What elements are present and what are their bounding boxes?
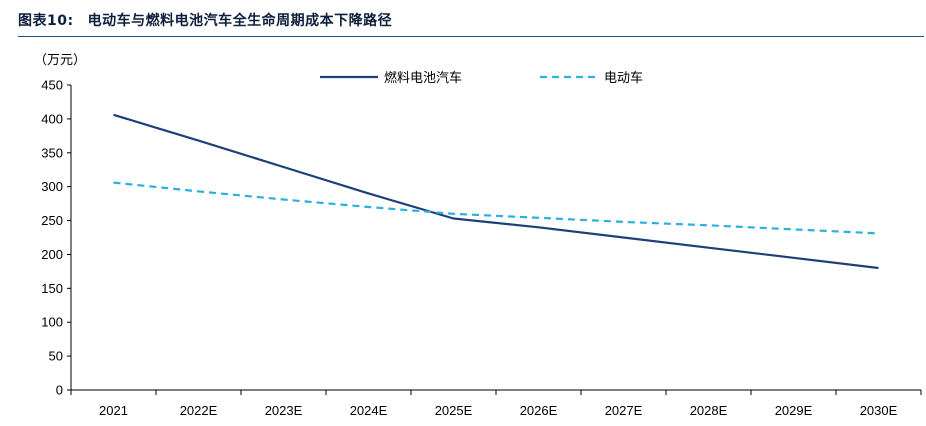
- x-tick-label: 2030E: [860, 403, 898, 418]
- y-tick-label: 50: [49, 349, 63, 364]
- x-tick-label: 2025E: [435, 403, 473, 418]
- y-unit-label: （万元）: [34, 53, 86, 68]
- y-tick-label: 250: [41, 213, 63, 228]
- y-tick-label: 100: [41, 315, 63, 330]
- x-tick-label: 2027E: [605, 403, 643, 418]
- series-line-1: [113, 113, 879, 270]
- figure-number: 图表10:: [18, 13, 74, 29]
- legend-label: 电动车: [604, 70, 643, 86]
- x-tick-label: 2023E: [265, 403, 303, 418]
- x-tick-label: 2028E: [690, 403, 728, 418]
- series-lines: [113, 113, 879, 270]
- y-axis: 0 50 100 150 200 250 300 350 400 450: [41, 78, 72, 398]
- series-line-2: [113, 181, 879, 235]
- x-tick-label: 2021: [99, 403, 128, 418]
- y-tick-label: 350: [41, 145, 63, 160]
- x-tick-label: 2024E: [350, 403, 388, 418]
- title-divider: [18, 36, 924, 37]
- x-tick-label: 2026E: [520, 403, 558, 418]
- y-tick-label: 450: [41, 78, 63, 93]
- x-tick-label: 2022E: [180, 403, 218, 418]
- figure-title-text: 电动车与燃料电池汽车全生命周期成本下降路径: [87, 13, 393, 29]
- x-axis: 2021 2022E 2023E 2024E 2025E 2026E 2027E 2028E 2…: [70, 389, 922, 418]
- y-tick-label: 200: [41, 247, 63, 262]
- y-tick-label: 400: [41, 111, 63, 126]
- x-tick-label: 2029E: [775, 403, 813, 418]
- legend-label: 燃料电池汽车: [384, 70, 462, 86]
- figure-title: 图表10: 电动车与燃料电池汽车全生命周期成本下降路径: [18, 10, 392, 30]
- y-tick-label: 150: [41, 281, 63, 296]
- y-tick-label: 300: [41, 179, 63, 194]
- legend: 燃料电池汽车 电动车: [320, 70, 643, 86]
- y-tick-label: 0: [56, 383, 63, 398]
